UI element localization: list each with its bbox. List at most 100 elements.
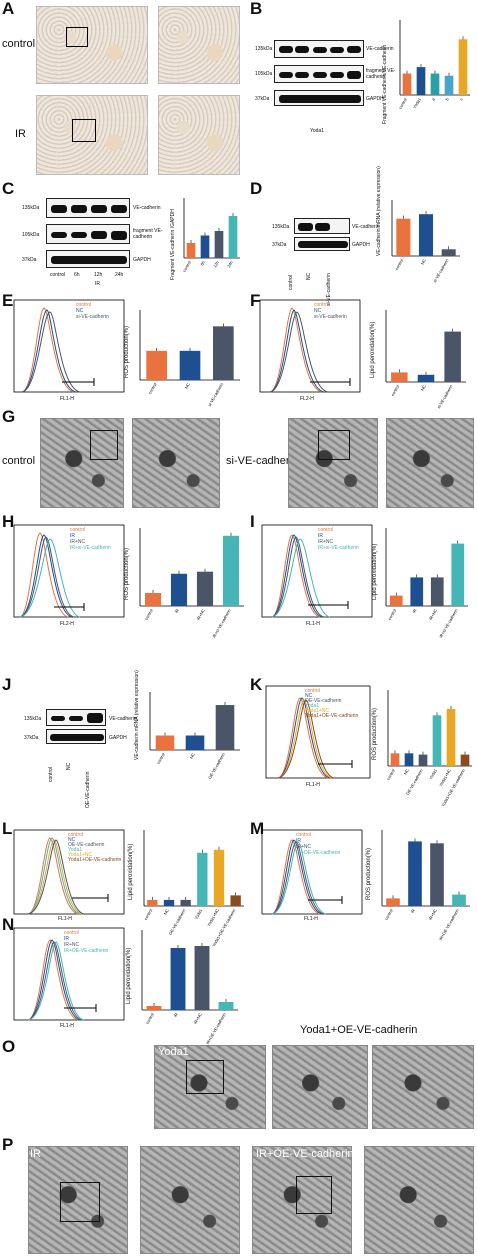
- ihc-image-control: [36, 6, 148, 84]
- legend-entry: Yoda1: [68, 847, 82, 853]
- legend-entry: IR+NC: [296, 844, 312, 850]
- panel-label-d: D: [250, 179, 263, 198]
- panel-label-g: G: [2, 407, 16, 426]
- legend-entry: control: [314, 302, 330, 308]
- zoom-box: [296, 1176, 332, 1214]
- legend-entry: Yoda1: [305, 703, 319, 709]
- legend-entry: OE-VE-cadherin: [305, 698, 342, 704]
- band-label: fragment VE-cadherin: [133, 228, 163, 240]
- zoom-box: [90, 430, 118, 460]
- tem-image: [252, 1146, 352, 1254]
- tick-label: IR+si-VE-cadherin: [211, 608, 232, 639]
- legend-entry: control: [76, 302, 92, 308]
- bar: [170, 948, 186, 1010]
- bar: [214, 231, 224, 258]
- bar: [432, 715, 442, 766]
- histogram-h: [13, 524, 125, 618]
- legend-entry: Yoda1+OE-VE-cadherin: [305, 713, 359, 719]
- band-label: GAPDH: [366, 96, 384, 102]
- bar: [215, 705, 235, 750]
- tick-label: IR+NC: [195, 608, 205, 621]
- band-label: VE-cadherin: [352, 224, 380, 230]
- band-label: fragment VE-cadherin: [366, 68, 396, 80]
- bar: [163, 899, 175, 906]
- panel-label-a: A: [2, 0, 15, 18]
- axis-label: FL1-H: [304, 916, 318, 922]
- ihc-zoom-control: [158, 6, 240, 84]
- mw-label: 37kDa: [272, 242, 287, 248]
- tick-label: NC: [403, 768, 410, 776]
- mw-label: 135kDa: [24, 716, 42, 722]
- panel-label-c: C: [2, 179, 15, 198]
- tick-label: b: [444, 96, 450, 101]
- tem-zoom: [272, 1045, 368, 1129]
- legend-entry: si-VE-cadherin: [76, 314, 109, 320]
- panel-label-o: O: [2, 1037, 16, 1056]
- zoom-box: [66, 27, 88, 47]
- legend-entry: IR+si-VE-cadherin: [70, 545, 111, 551]
- bar: [146, 350, 167, 380]
- legend-entry: IR+OE-VE-cadherin: [296, 850, 341, 856]
- bar: [390, 753, 400, 766]
- tick-label: Yoda1: [193, 907, 203, 920]
- legend-entry: IR+NC: [70, 539, 86, 545]
- bar: [418, 214, 434, 256]
- tick-label: IR: [410, 908, 416, 914]
- tem-image: [288, 418, 378, 508]
- tick-label: Yoda1+NC: [206, 908, 220, 927]
- tick-label: control: [143, 908, 153, 921]
- bar: [180, 899, 191, 906]
- tick-label: control: [147, 382, 157, 395]
- bar: [451, 543, 465, 606]
- bar: [386, 898, 400, 906]
- tick-label: control: [394, 258, 404, 271]
- axis-label: FL1-H: [60, 396, 74, 402]
- tick-label: IR+OE-VE-cadherin: [205, 1012, 227, 1045]
- axis-label: FL2-H: [60, 621, 74, 627]
- mw-label: 135kDa: [22, 205, 40, 211]
- legend-entry: IR+NC: [318, 539, 334, 545]
- mw-label: 105kDa: [22, 232, 40, 238]
- tick-label: control: [156, 752, 166, 765]
- tick-label: a: [430, 96, 436, 101]
- legend-entry: Yoda1+OE-VE-cadherin: [68, 857, 122, 863]
- legend-entry: Yoda1+NC: [305, 708, 330, 714]
- bar: [185, 735, 205, 750]
- panel-label-p: P: [2, 1135, 14, 1154]
- histogram-k: [265, 685, 371, 779]
- tick-label: OE-VE-cadherin: [207, 752, 226, 780]
- axis-label: FL1-H: [60, 1023, 74, 1029]
- western-blot: [46, 198, 130, 218]
- legend-entry: control: [296, 832, 312, 838]
- histogram-m: [261, 829, 363, 915]
- legend-entry: NC: [68, 837, 76, 843]
- western-blot: [46, 224, 130, 244]
- panel-label-h: H: [2, 512, 15, 531]
- ihc-image-ir: [36, 95, 148, 175]
- legend-entry: control: [70, 527, 86, 533]
- tem-zoom: [132, 418, 220, 508]
- tick-label: IR+si-VE-cadherin: [438, 608, 459, 639]
- tick-label: NC: [420, 384, 427, 392]
- bar: [213, 849, 225, 906]
- bar: [460, 754, 470, 766]
- tick-label: 12h: [212, 260, 220, 268]
- bar: [194, 946, 210, 1010]
- legend-entry: IR: [318, 533, 323, 539]
- panel-label-b: B: [250, 0, 263, 18]
- bar: [218, 1002, 234, 1010]
- condition-label: IR+OE-VE-cadherin: [256, 1148, 354, 1160]
- tem-image: [28, 1146, 128, 1254]
- tem-image: [154, 1045, 266, 1129]
- mw-label: 135kDa: [255, 46, 273, 52]
- western-blot: [46, 729, 106, 744]
- bar: [186, 243, 196, 258]
- tem-zoom: [364, 1146, 474, 1254]
- band-label: VE-cadherin: [109, 716, 137, 722]
- lane-label: 12h: [94, 272, 103, 278]
- bar: [444, 331, 461, 382]
- mw-label: 37kDa: [24, 735, 39, 741]
- panel-label-k: K: [250, 675, 263, 694]
- bar: [396, 218, 411, 256]
- tem-image: [372, 1045, 474, 1129]
